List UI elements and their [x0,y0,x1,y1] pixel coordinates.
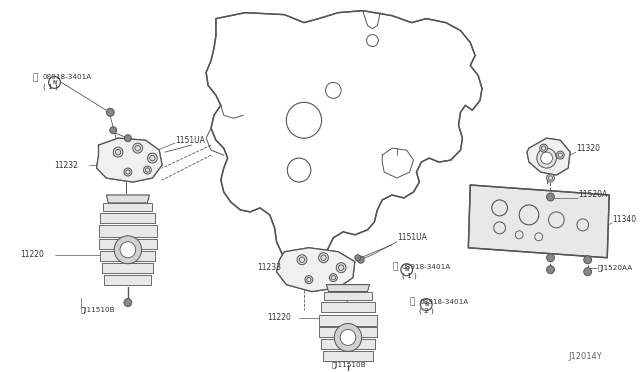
Polygon shape [99,239,157,249]
Polygon shape [323,352,373,361]
Circle shape [357,256,364,263]
Circle shape [401,264,413,276]
Polygon shape [97,138,162,182]
Text: ⓝJ11510B: ⓝJ11510B [332,361,366,368]
Circle shape [114,236,141,264]
Text: 11220: 11220 [267,313,291,322]
Text: ( 2 ): ( 2 ) [419,307,434,314]
Circle shape [355,255,361,261]
Text: ⓝJ1520AA: ⓝJ1520AA [598,264,633,271]
Polygon shape [104,275,151,285]
Text: N: N [52,80,56,85]
Text: 11232: 11232 [54,161,78,170]
Circle shape [147,153,157,163]
Circle shape [110,127,116,134]
Text: N: N [404,267,409,272]
Text: 11233: 11233 [257,263,281,272]
Polygon shape [319,327,378,337]
Polygon shape [99,225,157,237]
Polygon shape [527,138,570,175]
Circle shape [420,299,432,311]
Text: ⓝ: ⓝ [33,73,38,82]
Text: 11520A: 11520A [578,190,607,199]
Circle shape [547,193,554,201]
Text: ( 1 ): ( 1 ) [402,272,417,279]
Text: 08918-3401A: 08918-3401A [402,264,451,270]
Circle shape [547,254,554,262]
Text: 08918-3401A: 08918-3401A [43,74,92,80]
Circle shape [336,263,346,273]
Circle shape [537,148,556,168]
Circle shape [541,152,552,164]
Polygon shape [321,302,376,311]
Polygon shape [324,292,372,299]
Circle shape [584,256,591,264]
Polygon shape [468,185,609,258]
Polygon shape [100,251,156,261]
Polygon shape [326,285,369,292]
Circle shape [132,143,143,153]
Polygon shape [100,213,156,223]
Circle shape [330,274,337,282]
Circle shape [584,268,591,276]
Circle shape [305,276,313,283]
Text: ⓝJ11510B: ⓝJ11510B [81,306,116,313]
Text: 11320: 11320 [576,144,600,153]
Text: ⓝ: ⓝ [410,297,415,306]
Text: 1151UA: 1151UA [397,233,427,242]
Polygon shape [319,314,378,327]
Polygon shape [106,195,149,203]
Text: 1151UA: 1151UA [175,136,205,145]
Polygon shape [276,248,355,292]
Circle shape [340,330,356,346]
Circle shape [297,255,307,265]
Polygon shape [102,263,154,273]
Text: 08918-3401A: 08918-3401A [419,299,468,305]
Polygon shape [206,11,482,270]
Text: N: N [424,302,428,307]
Circle shape [124,135,131,142]
Text: 11340: 11340 [612,215,636,224]
Circle shape [120,242,136,258]
Circle shape [540,144,548,152]
Polygon shape [321,339,376,349]
Circle shape [547,174,554,182]
Text: 11220: 11220 [20,250,44,259]
Circle shape [547,266,554,274]
Circle shape [143,166,151,174]
Circle shape [124,299,132,307]
Circle shape [49,76,60,89]
Circle shape [124,168,132,176]
Circle shape [319,253,328,263]
Circle shape [106,108,114,116]
Text: ⓝ: ⓝ [392,262,397,271]
Circle shape [113,147,123,157]
Circle shape [556,151,564,159]
Polygon shape [104,203,152,211]
Circle shape [334,324,362,352]
Text: J12014Y: J12014Y [568,352,602,361]
Text: ( 1 ): ( 1 ) [43,83,58,90]
